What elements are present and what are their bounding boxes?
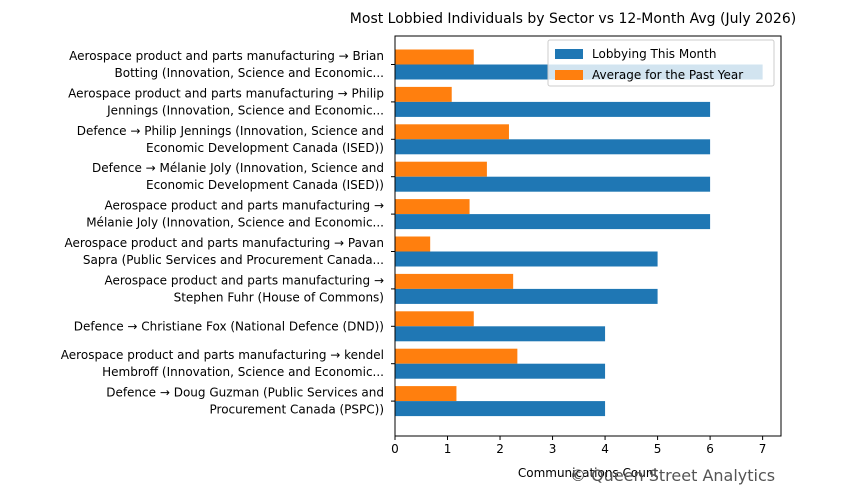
legend-label: Lobbying This Month — [592, 47, 716, 61]
plot-area: 0 1 2 3 4 5 6 7 Aerospace product and parts manu… — [61, 35, 782, 456]
x-tick-label: 3 — [549, 442, 557, 456]
bar-lobbying-this-month — [395, 326, 606, 342]
bar-lobbying-this-month — [395, 288, 658, 304]
legend-label: Average for the Past Year — [592, 68, 743, 82]
bar-average-past-year — [395, 273, 514, 289]
bar-average-past-year — [395, 49, 474, 65]
x-tick-label: 2 — [496, 442, 504, 456]
y-tick-label: Defence → Doug Guzman (Public Services a… — [106, 386, 384, 417]
bar-average-past-year — [395, 236, 431, 252]
bar-average-past-year — [395, 199, 470, 215]
bar-lobbying-this-month — [395, 101, 711, 117]
x-tick-label: 0 — [391, 442, 399, 456]
bar-average-past-year — [395, 124, 509, 140]
x-tick-label: 4 — [601, 442, 609, 456]
chart-title: Most Lobbied Individuals by Sector vs 12… — [350, 11, 796, 27]
y-tick-label: Aerospace product and parts manufacturin… — [86, 199, 384, 230]
bar-average-past-year — [395, 161, 487, 177]
watermark: © Queen Street Analytics — [570, 466, 776, 485]
bar-average-past-year — [395, 311, 474, 327]
y-tick-label: Aerospace product and parts manufacturin… — [61, 348, 384, 379]
bar-lobbying-this-month — [395, 401, 606, 417]
y-tick-label: Aerospace product and parts manufacturin… — [65, 236, 384, 267]
bar-average-past-year — [395, 86, 452, 102]
legend-swatch — [555, 70, 583, 80]
axes-frame — [394, 35, 782, 437]
x-axis-label: Communications Count — [518, 466, 659, 480]
x-tick-label: 7 — [759, 442, 767, 456]
x-tick-label: 6 — [706, 442, 714, 456]
bar-average-past-year — [395, 348, 518, 364]
y-tick-label: Aerospace product and parts manufacturin… — [68, 86, 384, 117]
legend-swatch — [555, 49, 583, 59]
legend-box — [547, 39, 775, 87]
y-tick-label: Defence → Philip Jennings (Innovation, S… — [77, 124, 384, 155]
y-tick-label: Defence → Mélanie Joly (Innovation, Scie… — [92, 161, 384, 192]
bar-lobbying-this-month — [395, 214, 711, 230]
bar-average-past-year — [395, 386, 457, 402]
x-tick-label: 5 — [654, 442, 662, 456]
x-tick-label: 1 — [444, 442, 452, 456]
bar-lobbying-this-month — [395, 251, 658, 267]
y-tick-label: Defence → Christiane Fox (National Defen… — [74, 319, 384, 333]
y-tick-label: Aerospace product and parts manufacturin… — [104, 273, 384, 304]
y-tick-label: Aerospace product and parts manufacturin… — [69, 49, 384, 80]
bar-lobbying-this-month — [395, 363, 606, 379]
bar-lobbying-this-month — [395, 176, 711, 192]
bar-lobbying-this-month — [395, 139, 711, 155]
